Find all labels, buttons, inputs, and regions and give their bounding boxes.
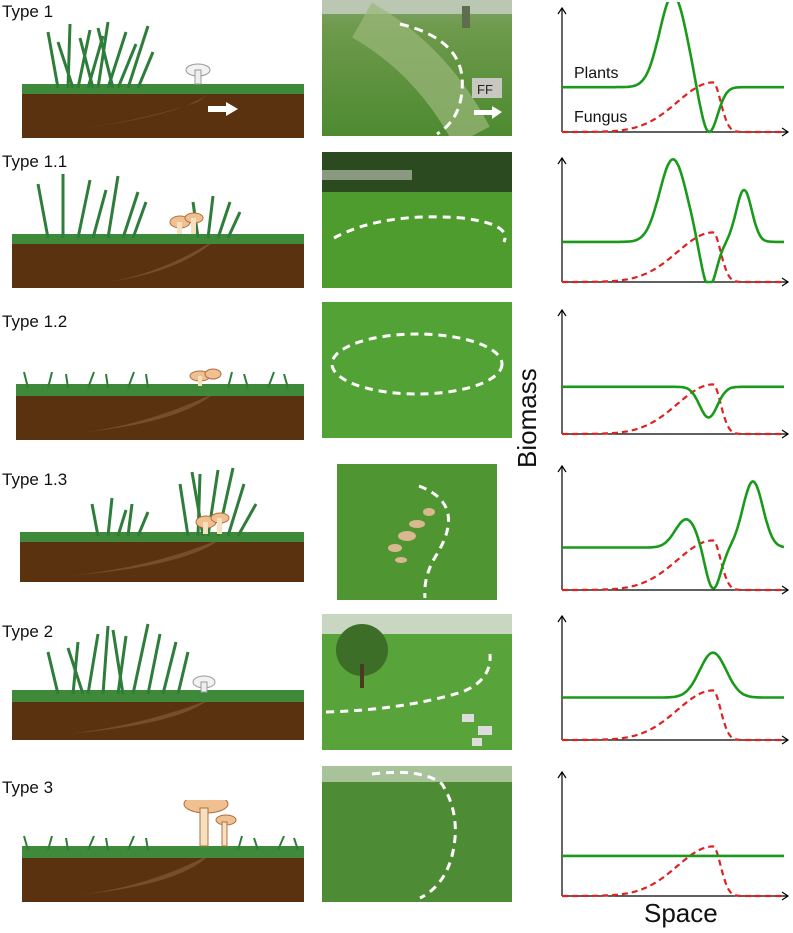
fungus-curve	[562, 539, 784, 592]
illustration-type-1	[22, 22, 304, 138]
x-axis-arrow-icon	[781, 585, 790, 595]
y-axis-arrow-icon	[557, 6, 567, 15]
row-label-type-1-3: Type 1.3	[2, 470, 68, 489]
plants-curve	[562, 385, 784, 419]
mushroom-icon	[195, 512, 230, 534]
mushroom-icon	[192, 675, 216, 693]
y-axis-arrow-icon	[557, 614, 567, 623]
x-axis-arrow-icon	[781, 127, 790, 137]
photo-type-3	[322, 766, 512, 902]
photo-annotation-ff: FF	[477, 82, 493, 97]
arrow-right-icon	[208, 102, 238, 116]
fungus-curve	[562, 845, 784, 898]
biomass-plot-type-1-1	[557, 156, 790, 287]
y-axis-label: Biomass	[512, 368, 542, 468]
row-label-type-2: Type 2	[2, 622, 54, 641]
mushroom-icon	[189, 368, 222, 386]
photo-type-1-1	[322, 152, 512, 288]
photo-type-1-2	[322, 302, 512, 438]
row-label-type-1-2: Type 1.2	[2, 312, 68, 331]
fungus-curve	[562, 81, 784, 134]
photo-type-1: FF	[322, 0, 512, 136]
plants-curve	[562, 480, 785, 590]
y-axis-arrow-icon	[557, 770, 567, 779]
illustration-type-3	[22, 800, 304, 902]
row-label-type-3: Type 3	[2, 778, 54, 797]
x-axis-arrow-icon	[781, 277, 790, 287]
legend-plants-label: Plants	[574, 65, 618, 82]
x-axis-label: Space	[644, 898, 718, 928]
row-label-type-1: Type 1	[2, 2, 54, 21]
illustration-type-2	[12, 623, 304, 740]
biomass-plot-type-1-3	[557, 464, 790, 595]
y-axis-arrow-icon	[557, 308, 567, 317]
plants-curve	[562, 2, 784, 134]
x-axis-arrow-icon	[781, 735, 790, 745]
fungus-curve	[562, 231, 784, 284]
fungus-curve	[562, 383, 784, 436]
mushroom-icon	[183, 800, 237, 847]
x-axis-arrow-icon	[781, 891, 790, 901]
biomass-plot-type-1-2	[557, 308, 790, 439]
mushroom-icon	[169, 212, 204, 234]
fungus-curve	[562, 689, 784, 742]
plants-curve	[562, 651, 784, 699]
plants-curve	[562, 157, 784, 284]
biomass-plot-type-1-4	[557, 614, 790, 745]
arrow-right-icon	[474, 106, 502, 119]
biomass-plot-type-3	[557, 770, 790, 901]
photo-type-1-3	[337, 464, 497, 600]
x-axis-arrow-icon	[781, 429, 790, 439]
legend-fungus-label: Fungus	[574, 109, 627, 126]
y-axis-arrow-icon	[557, 464, 567, 473]
illustration-type-1-1	[12, 174, 304, 288]
illustration-type-1-3	[20, 467, 304, 582]
mushroom-icon	[185, 63, 211, 85]
photo-type-2	[322, 614, 512, 750]
row-label-type-1-1: Type 1.1	[2, 152, 68, 171]
biomass-plot-type-1: Plants Fungus	[557, 2, 790, 137]
illustration-type-1-2	[16, 368, 304, 440]
y-axis-arrow-icon	[557, 156, 567, 165]
